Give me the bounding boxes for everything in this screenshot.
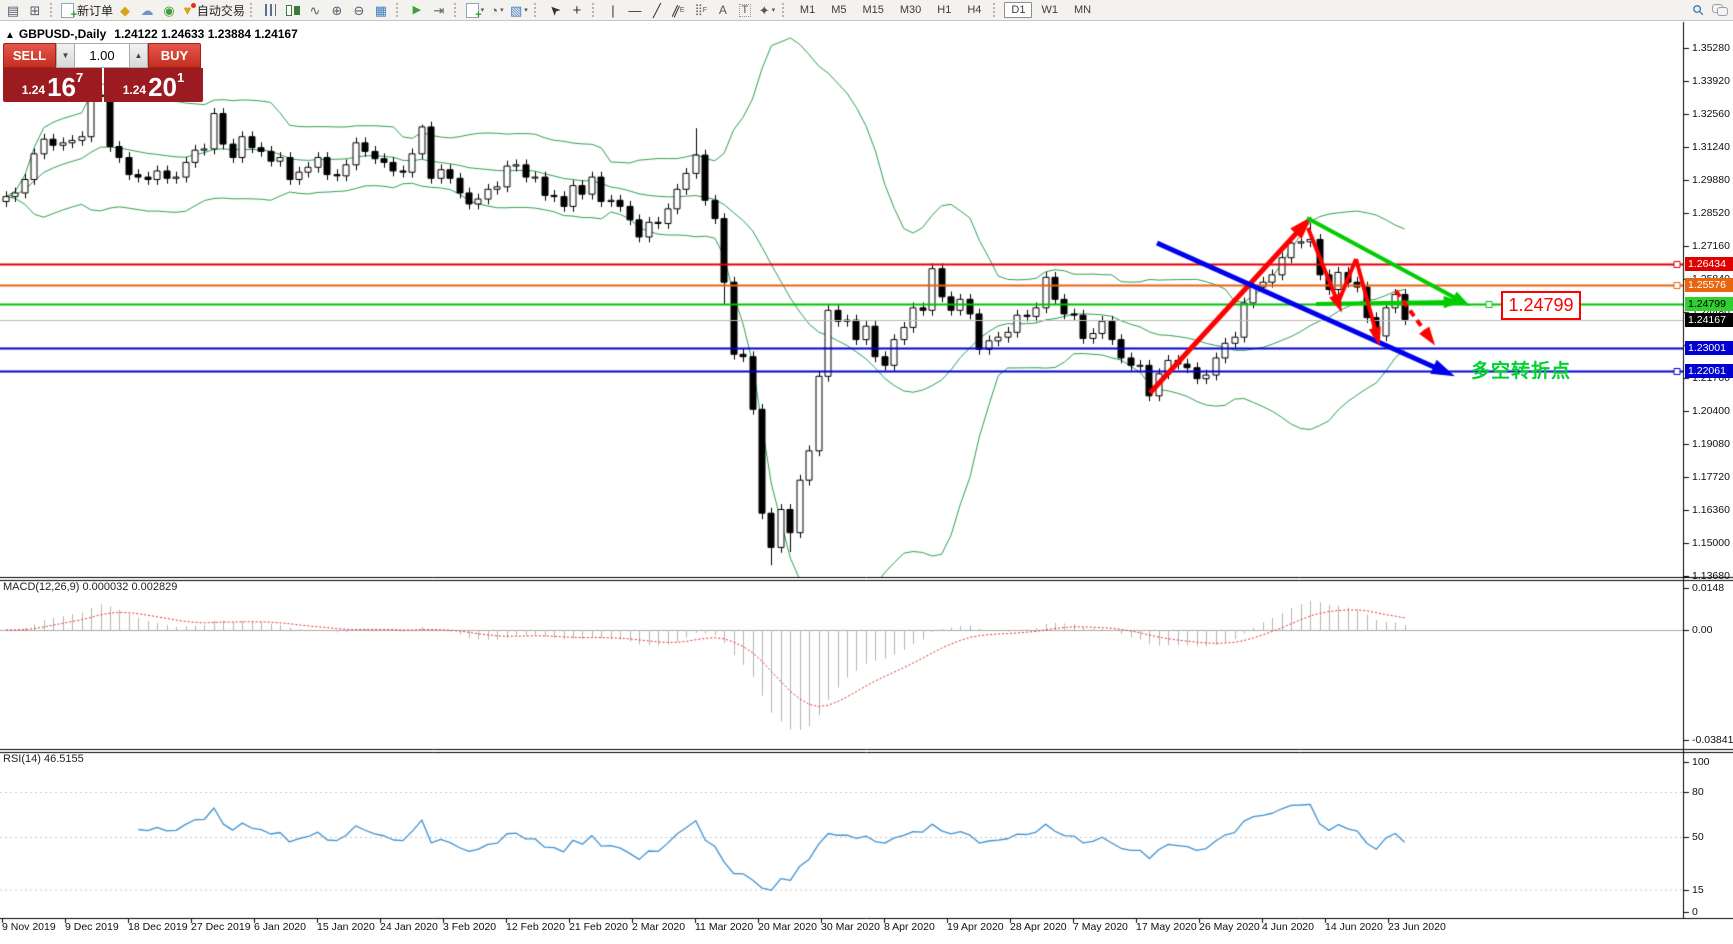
- date-label: 11 Mar 2020: [695, 921, 754, 933]
- date-label: 14 Jun 2020: [1325, 921, 1383, 933]
- price-tick-label: 1.13680: [1692, 570, 1730, 582]
- date-label: 15 Jan 2020: [317, 921, 375, 933]
- price-tick-label: 1.27160: [1692, 240, 1730, 252]
- rsi-tick-label: 0: [1692, 906, 1698, 918]
- price-tick-label: 1.29880: [1692, 174, 1730, 186]
- date-label: 24 Jan 2020: [380, 921, 438, 933]
- price-callout-1.24799[interactable]: 1.24799: [1501, 291, 1581, 320]
- date-label: 20 Mar 2020: [758, 921, 817, 933]
- price-tick-label: 1.19080: [1692, 438, 1730, 450]
- pivot-annotation[interactable]: 多空转折点: [1471, 361, 1572, 382]
- date-label: 9 Nov 2019: [2, 921, 56, 933]
- date-label: 26 May 2020: [1199, 921, 1260, 933]
- price-tick-label: 1.31240: [1692, 141, 1730, 153]
- date-label: 8 Apr 2020: [884, 921, 935, 933]
- macd-value-1: 0.000032: [82, 581, 129, 593]
- price-tick-label: 1.28520: [1692, 207, 1730, 219]
- price-tick-label: 1.20400: [1692, 405, 1730, 417]
- rsi-tick-label: 80: [1692, 786, 1704, 798]
- price-badge-1.22061: 1.22061: [1685, 364, 1733, 379]
- macd-tick-label: 0.0148: [1692, 581, 1725, 594]
- price-badge-1.24167: 1.24167: [1685, 312, 1733, 327]
- chart-symbol: GBPUSD-,Daily: [18, 27, 107, 41]
- sell-price[interactable]: 1.24 16 7: [3, 68, 102, 102]
- price-badge-1.26434: 1.26434: [1685, 257, 1733, 272]
- macd-value-2: 0.002829: [131, 581, 178, 593]
- date-label: 9 Dec 2019: [65, 921, 119, 933]
- buy-button[interactable]: BUY: [148, 43, 201, 68]
- date-label: 18 Dec 2019: [128, 921, 188, 933]
- price-tick-label: 1.15000: [1692, 537, 1730, 549]
- price-badge-1.23001: 1.23001: [1685, 341, 1733, 356]
- price-tick-label: 1.35280: [1692, 42, 1730, 54]
- chart-ohlc: 1.24122 1.24633 1.23884 1.24167: [114, 27, 298, 41]
- date-label: 7 May 2020: [1073, 921, 1128, 933]
- date-label: 2 Mar 2020: [632, 921, 686, 933]
- chart-title: ▲ GBPUSD-,Daily 1.24122 1.24633 1.23884 1.…: [5, 27, 298, 41]
- macd-label: MACD(12,26,9) 0.000032 0.002829: [3, 581, 178, 593]
- date-label: 12 Feb 2020: [506, 921, 565, 933]
- macd-tick-label: -0.038415: [1692, 733, 1733, 746]
- collapse-panel-icon[interactable]: ▲: [5, 30, 15, 41]
- volume-input[interactable]: [75, 43, 129, 68]
- rsi-tick-label: 100: [1692, 756, 1710, 768]
- buy-price[interactable]: 1.24 20 1: [104, 68, 203, 102]
- price-tick-label: 1.16360: [1692, 504, 1730, 516]
- date-label: 4 Jun 2020: [1262, 921, 1314, 933]
- date-label: 28 Apr 2020: [1010, 921, 1067, 933]
- price-tick-label: 1.32560: [1692, 108, 1730, 120]
- price-badge-1.25576: 1.25576: [1685, 278, 1733, 293]
- price-badge-1.24799: 1.24799: [1685, 297, 1733, 312]
- date-label: 23 Jun 2020: [1388, 921, 1446, 933]
- one-click-trading-panel: SELL ▼ ▲ BUY 1.24 16 7 1.24 20 1: [3, 43, 203, 102]
- date-label: 17 May 2020: [1136, 921, 1197, 933]
- date-label: 6 Jan 2020: [254, 921, 306, 933]
- price-tick-label: 1.33920: [1692, 75, 1730, 87]
- price-tick-label: 1.17720: [1692, 471, 1730, 483]
- date-label: 3 Feb 2020: [443, 921, 497, 933]
- sell-button[interactable]: SELL: [3, 43, 56, 68]
- date-label: 19 Apr 2020: [947, 921, 1004, 933]
- volume-decrease-button[interactable]: ▼: [56, 43, 75, 68]
- macd-tick-label: 0.00: [1692, 624, 1713, 636]
- date-label: 21 Feb 2020: [569, 921, 628, 933]
- rsi-label: RSI(14) 46.5155: [3, 753, 84, 765]
- rsi-tick-label: 50: [1692, 831, 1704, 843]
- rsi-tick-label: 15: [1692, 883, 1704, 896]
- rsi-value: 46.5155: [43, 753, 84, 765]
- date-label: 30 Mar 2020: [821, 921, 880, 933]
- date-label: 27 Dec 2019: [191, 921, 251, 933]
- volume-increase-button[interactable]: ▲: [129, 43, 148, 68]
